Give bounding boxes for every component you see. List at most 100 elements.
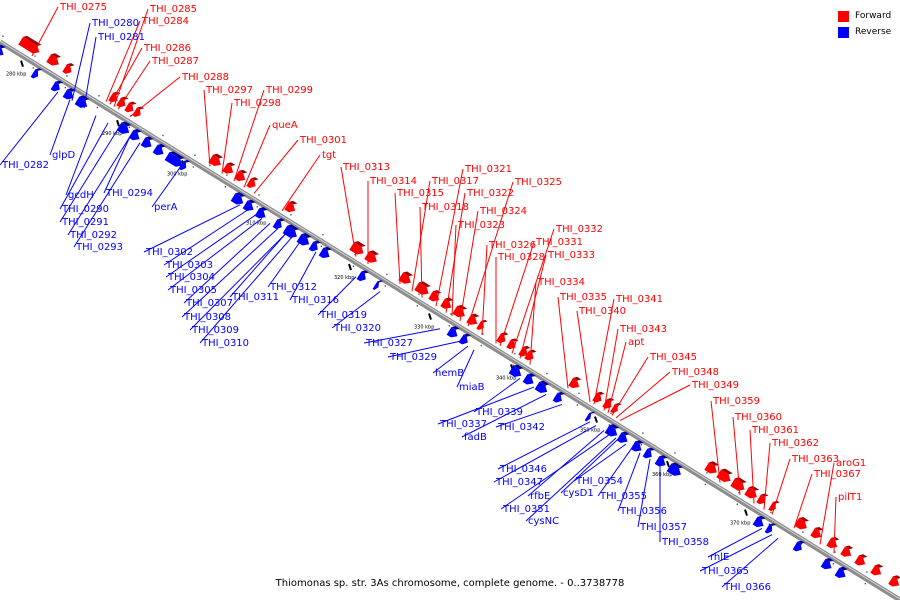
gene-bevel xyxy=(845,545,854,550)
leader-line xyxy=(363,328,441,344)
forward-gene-8 xyxy=(222,162,236,174)
forward-label-38: THI_0361 xyxy=(751,425,799,436)
gene-bevel xyxy=(23,35,42,46)
reverse-gene-6 xyxy=(128,129,142,141)
reverse-gene-2 xyxy=(50,80,63,92)
forward-label-13: THI_0314 xyxy=(369,176,417,187)
forward-label-2: THI_0285 xyxy=(149,4,197,15)
minor-tick xyxy=(546,372,548,375)
scale-tick-label: 370 kbp xyxy=(730,521,750,527)
minor-tick xyxy=(738,491,740,494)
reverse-label-38: THI_0354 xyxy=(575,476,623,487)
leader-line xyxy=(181,227,279,318)
gene-body xyxy=(642,448,652,459)
gene-body xyxy=(834,567,846,578)
minor-tick xyxy=(96,106,99,109)
gene-bevel xyxy=(369,250,380,256)
leader-line xyxy=(445,192,466,313)
forward-label-42: aroG1 xyxy=(836,458,866,469)
gene-body xyxy=(234,170,246,182)
gene-bevel xyxy=(797,540,805,544)
gene-body xyxy=(308,241,318,252)
gene-bevel xyxy=(377,280,384,283)
legend-reverse-label: Reverse xyxy=(855,27,892,37)
gene-bevel xyxy=(0,44,6,49)
forward-label-7: THI_0298 xyxy=(233,98,281,109)
reverse-gene-5 xyxy=(116,121,132,134)
reverse-gene-25 xyxy=(534,380,550,394)
gene-body xyxy=(654,456,666,467)
leader-line xyxy=(83,36,97,109)
leader-line xyxy=(289,251,317,301)
gene-bevel xyxy=(523,345,531,349)
gene-body xyxy=(584,412,592,422)
gene-body xyxy=(568,377,580,389)
forward-label-24: THI_0331 xyxy=(535,237,583,248)
gene-bevel xyxy=(361,270,369,274)
forward-label-28: THI_0335 xyxy=(559,292,607,303)
minor-tick xyxy=(418,293,420,295)
gene-bevel xyxy=(129,101,137,105)
gene-bevel xyxy=(251,177,259,181)
leader-line xyxy=(49,99,71,156)
reverse-gene-23 xyxy=(508,364,524,377)
gene-body xyxy=(128,129,140,141)
gene-body xyxy=(62,89,74,100)
forward-label-25: THI_0332 xyxy=(555,224,603,235)
reverse-gene-8 xyxy=(152,143,166,156)
gene-body xyxy=(164,152,183,167)
leader-line xyxy=(456,349,475,388)
reverse-label-12: THI_0303 xyxy=(165,260,213,271)
leader-line xyxy=(103,136,131,194)
gene-body xyxy=(208,154,221,167)
reverse-label-32: THI_0346 xyxy=(499,464,547,475)
minor-tick xyxy=(66,75,68,77)
gene-body xyxy=(272,219,282,230)
reverse-label-16: THI_0308 xyxy=(183,312,231,323)
gene-body xyxy=(508,365,522,377)
forward-label-12: THI_0313 xyxy=(342,162,390,173)
minor-tick xyxy=(64,86,67,89)
minor-tick xyxy=(834,551,836,553)
gene-body xyxy=(246,178,256,188)
leader-line xyxy=(525,437,617,522)
reverse-label-13: THI_0304 xyxy=(167,272,215,283)
leader-line xyxy=(619,384,691,421)
forward-gene-5 xyxy=(124,101,137,113)
gene-body xyxy=(506,339,516,350)
leader-line xyxy=(699,534,773,572)
minor-tick xyxy=(576,404,579,406)
scale-tick-label: 350 kbp xyxy=(580,428,600,434)
leader-line xyxy=(117,60,151,110)
leader-line xyxy=(267,241,301,288)
reverse-label-11: THI_0302 xyxy=(145,247,193,258)
gene-body xyxy=(178,160,187,171)
forward-gene-31 xyxy=(730,477,747,491)
leader-line xyxy=(500,433,611,510)
gene-bevel xyxy=(67,88,76,92)
scale-tick-label: 360 kbp xyxy=(652,472,672,478)
forward-label-6: THI_0297 xyxy=(205,85,253,96)
forward-gene-29 xyxy=(704,461,720,474)
gene-body xyxy=(30,69,39,79)
leader-line xyxy=(73,142,141,248)
leader-line xyxy=(331,291,381,329)
leader-line xyxy=(189,232,287,331)
minor-tick xyxy=(800,543,803,545)
forward-label-21: THI_0325 xyxy=(514,177,562,188)
reverse-label-45: THI_0366 xyxy=(723,582,771,593)
leader-line xyxy=(573,443,627,482)
reverse-label-26: hemB xyxy=(435,368,464,379)
forward-gene-12 xyxy=(349,241,366,255)
minor-tick xyxy=(864,582,867,585)
reverse-gene-31 xyxy=(642,447,655,459)
minor-tick xyxy=(514,352,516,355)
gene-bevel xyxy=(893,575,900,579)
forward-gene-1 xyxy=(46,53,62,66)
gene-body xyxy=(704,462,717,474)
leader-line xyxy=(451,224,457,317)
gene-body xyxy=(356,271,366,282)
leader-line xyxy=(59,122,109,210)
gene-body xyxy=(794,517,807,530)
leader-line xyxy=(597,447,633,497)
